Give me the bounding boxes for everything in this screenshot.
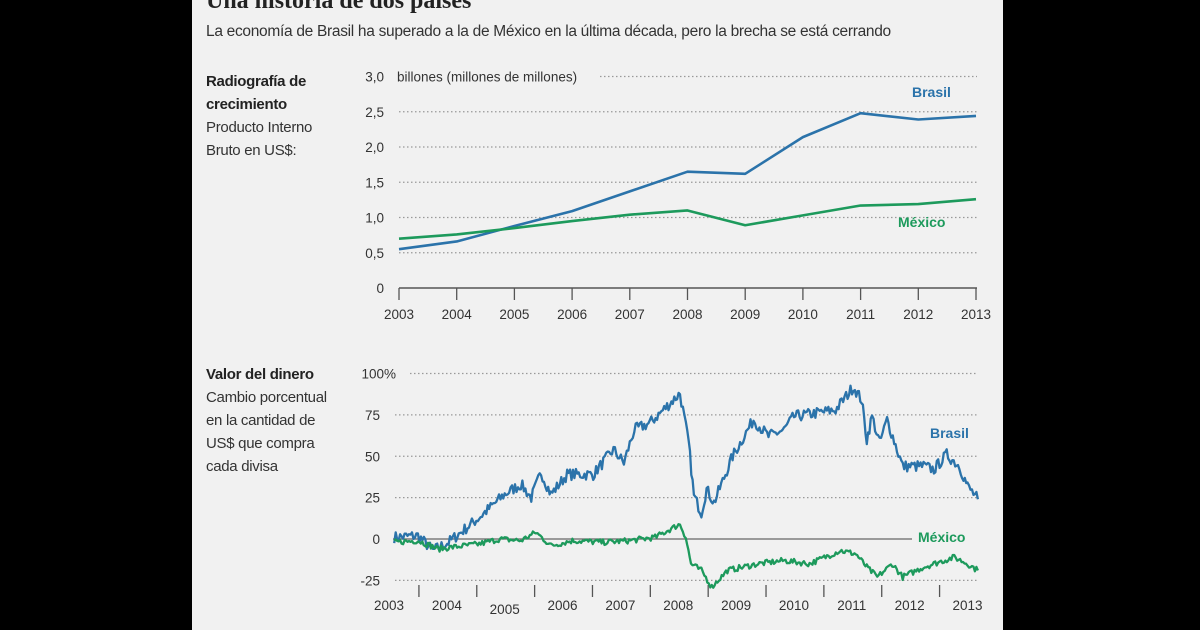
gdp-description-line: Producto Interno: [206, 119, 313, 136]
y-tick-label: 25: [365, 491, 380, 506]
series-label-mexico: México: [898, 214, 945, 230]
y-tick-label: 75: [365, 408, 380, 423]
y-tick-label: 3,0: [365, 70, 384, 85]
x-tick-label: 2005: [499, 307, 529, 322]
x-tick-label: 2008: [672, 307, 702, 322]
x-tick-label: 2004: [442, 307, 473, 322]
x-tick-label: 2004: [432, 598, 463, 613]
x-tick-label: 2007: [615, 307, 645, 322]
x-tick-label: 2011: [837, 598, 866, 613]
x-tick-label: 2003: [374, 598, 404, 613]
x-tick-label: 2008: [663, 598, 693, 613]
series-label-mexico: México: [918, 529, 965, 545]
y-tick-label: 0: [376, 281, 384, 296]
x-tick-label: 2010: [788, 307, 818, 322]
x-tick-label: 2009: [721, 598, 751, 613]
infographic-panel: Una historia de dos países La economía d…: [192, 0, 1003, 630]
x-tick-label: 2006: [557, 307, 587, 322]
y-tick-label: 2,5: [365, 105, 384, 120]
unit-label: billones (millones de millones): [397, 70, 577, 85]
y-tick-label: 1,0: [365, 211, 384, 226]
x-tick-label: 2005: [490, 602, 520, 617]
y-tick-label: 1,5: [365, 175, 384, 190]
x-tick-label: 2007: [605, 598, 635, 613]
x-tick-label: 2011: [846, 307, 875, 322]
currency-description-line: en la cantidad de: [206, 412, 316, 429]
currency-description-line: cada divisa: [206, 458, 278, 475]
chart-title: Una historia de dos países: [206, 0, 472, 14]
gdp-heading-line: crecimiento: [206, 96, 287, 113]
currency-description-line: Cambio porcentual: [206, 389, 327, 406]
y-tick-label: 0,5: [365, 246, 384, 261]
gdp-heading-line: Radiografía de: [206, 73, 306, 90]
series-line-mexico: [398, 197, 977, 240]
currency-description-line: US$ que compra: [206, 435, 315, 452]
series-line-brasil: [393, 384, 980, 551]
currency-heading: Valor del dinero: [206, 366, 314, 383]
x-tick-label: 2009: [730, 307, 760, 322]
currency-side-label: Valor del dinero Cambio porcentual en la…: [206, 363, 327, 478]
series-line-mexico: [393, 523, 979, 589]
y-tick-label: 50: [365, 449, 380, 464]
x-tick-label: 2012: [895, 598, 925, 613]
series-line-brasil: [398, 111, 977, 251]
gdp-description-line: Bruto en US$:: [206, 142, 297, 159]
chart-subtitle: La economía de Brasil ha superado a la d…: [206, 23, 891, 40]
y-tick-label: 100%: [361, 367, 396, 382]
series-label-brasil: Brasil: [930, 425, 969, 441]
x-tick-label: 2012: [903, 307, 933, 322]
x-tick-label: 2010: [779, 598, 809, 613]
gdp-side-label: Radiografía de crecimiento Producto Inte…: [206, 70, 312, 162]
x-tick-label: 2006: [548, 598, 578, 613]
y-tick-label: 2,0: [365, 140, 384, 155]
x-tick-label: 2013: [961, 307, 991, 322]
y-tick-label: 0: [372, 532, 380, 547]
x-tick-label: 2003: [384, 307, 414, 322]
x-tick-label: 2013: [952, 598, 982, 613]
series-label-brasil: Brasil: [912, 84, 951, 100]
y-tick-label: -25: [360, 573, 380, 588]
